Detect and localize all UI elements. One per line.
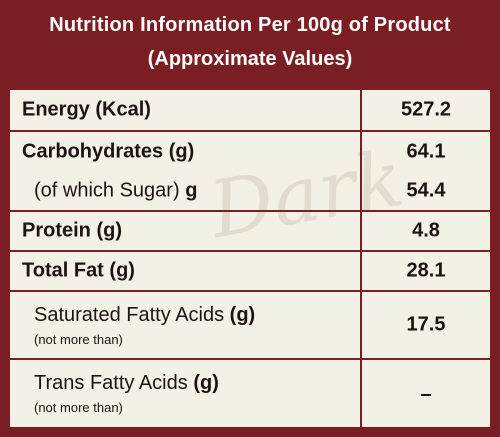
row-label: (of which Sugar) g [34, 180, 197, 203]
row-value: 4.8 [412, 219, 440, 242]
row-label: Carbohydrates (g) [22, 140, 195, 163]
row-unit: g [185, 179, 198, 202]
nutrition-table: Dark Energy (Kcal) 527.2 Carbohydrates (… [8, 88, 492, 429]
row-label: Total Fat (g) [22, 259, 135, 282]
row-label-text: Trans Fatty Acids [34, 372, 188, 394]
row-value: 64.1 [406, 140, 446, 163]
nutrition-subtitle: (Approximate Values) [147, 48, 353, 70]
row-sugar: (of which Sugar) g 54.4 [10, 172, 490, 212]
row-unit: (g) [193, 372, 219, 394]
row-carbohydrates: Carbohydrates (g) 64.1 [10, 132, 490, 172]
row-label: Energy (Kcal) [22, 98, 151, 121]
column-divider [360, 90, 362, 427]
row-note: (not more than) [34, 332, 123, 347]
nutrition-header: Nutrition Information Per 100g of Produc… [0, 0, 500, 88]
row-label: Trans Fatty Acids (g) [34, 372, 219, 395]
nutrition-title: Nutrition Information Per 100g of Produc… [49, 14, 451, 36]
row-saturated-fat: Saturated Fatty Acids (g) (not more than… [10, 292, 490, 360]
row-energy: Energy (Kcal) 527.2 [10, 90, 490, 132]
row-value: 527.2 [400, 98, 452, 121]
row-protein: Protein (g) 4.8 [10, 212, 490, 252]
row-trans-fat: Trans Fatty Acids (g) (not more than) – [10, 360, 490, 427]
row-total-fat: Total Fat (g) 28.1 [10, 252, 490, 292]
row-value: 54.4 [406, 179, 446, 202]
row-label: Protein (g) [22, 219, 122, 242]
row-unit: (g) [229, 304, 256, 326]
row-label-text: Saturated Fatty Acids [34, 304, 225, 326]
row-label-text: (of which Sugar) [34, 179, 180, 202]
row-note: (not more than) [34, 400, 123, 415]
row-value: 28.1 [406, 259, 446, 282]
row-value: 17.5 [406, 313, 446, 336]
row-value: – [420, 383, 432, 405]
row-label: Saturated Fatty Acids (g) [34, 304, 255, 327]
